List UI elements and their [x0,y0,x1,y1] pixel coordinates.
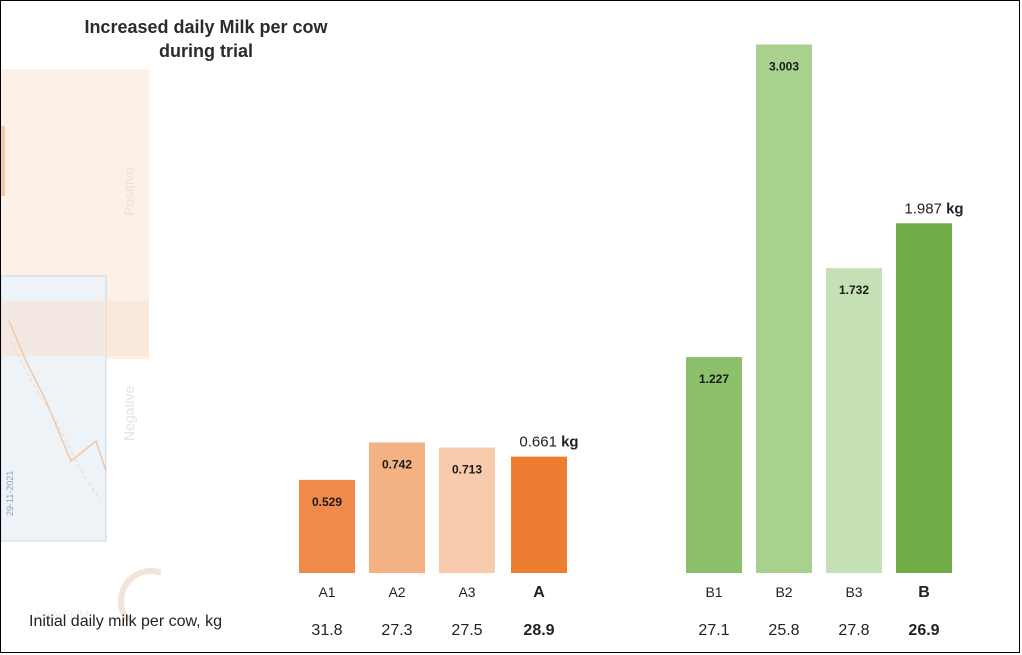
initial-milk-b3: 27.8 [838,622,869,639]
initial-milk-b2: 25.8 [768,622,799,639]
initial-milk-row-label: Initial daily milk per cow, kg [29,613,222,630]
bar-a1 [299,479,355,573]
data-label-a: 0.661 kg [519,434,578,451]
category-label-b3: B3 [845,584,862,600]
initial-milk-b1: 27.1 [698,622,729,639]
category-label-a2: A2 [388,584,405,600]
initial-milk-a2: 27.3 [381,622,412,639]
category-label-a1: A1 [318,584,335,600]
bar-b3 [826,268,882,573]
bar-a3 [439,447,495,573]
data-label-a2: 0.742 [382,457,412,471]
chart-title: Increased daily Milk per cow during tria… [41,15,371,63]
initial-milk-b: 26.9 [908,622,939,639]
bar-a2 [369,442,425,573]
bar-a [511,456,567,573]
category-label-a3: A3 [458,584,475,600]
initial-milk-a3: 27.5 [451,622,482,639]
data-label-b2: 3.003 [769,59,799,73]
category-label-a: A [533,584,545,601]
data-label-a3: 0.713 [452,463,482,477]
chart-title-line-2: during trial [159,41,253,61]
bar-b1 [686,357,742,573]
data-label-b1: 1.227 [699,372,729,386]
chart-title-line-1: Increased daily Milk per cow [84,17,328,37]
initial-milk-a: 28.9 [523,622,554,639]
category-label-b: B [918,584,930,601]
data-label-b3: 1.732 [839,283,869,297]
category-label-b1: B1 [705,584,722,600]
data-label-a1: 0.529 [312,495,342,509]
bar-b2 [756,44,812,574]
initial-milk-a1: 31.8 [311,622,342,639]
bar-b [896,223,952,573]
category-label-b2: B2 [775,584,792,600]
data-label-b: 1.987 kg [904,200,963,217]
